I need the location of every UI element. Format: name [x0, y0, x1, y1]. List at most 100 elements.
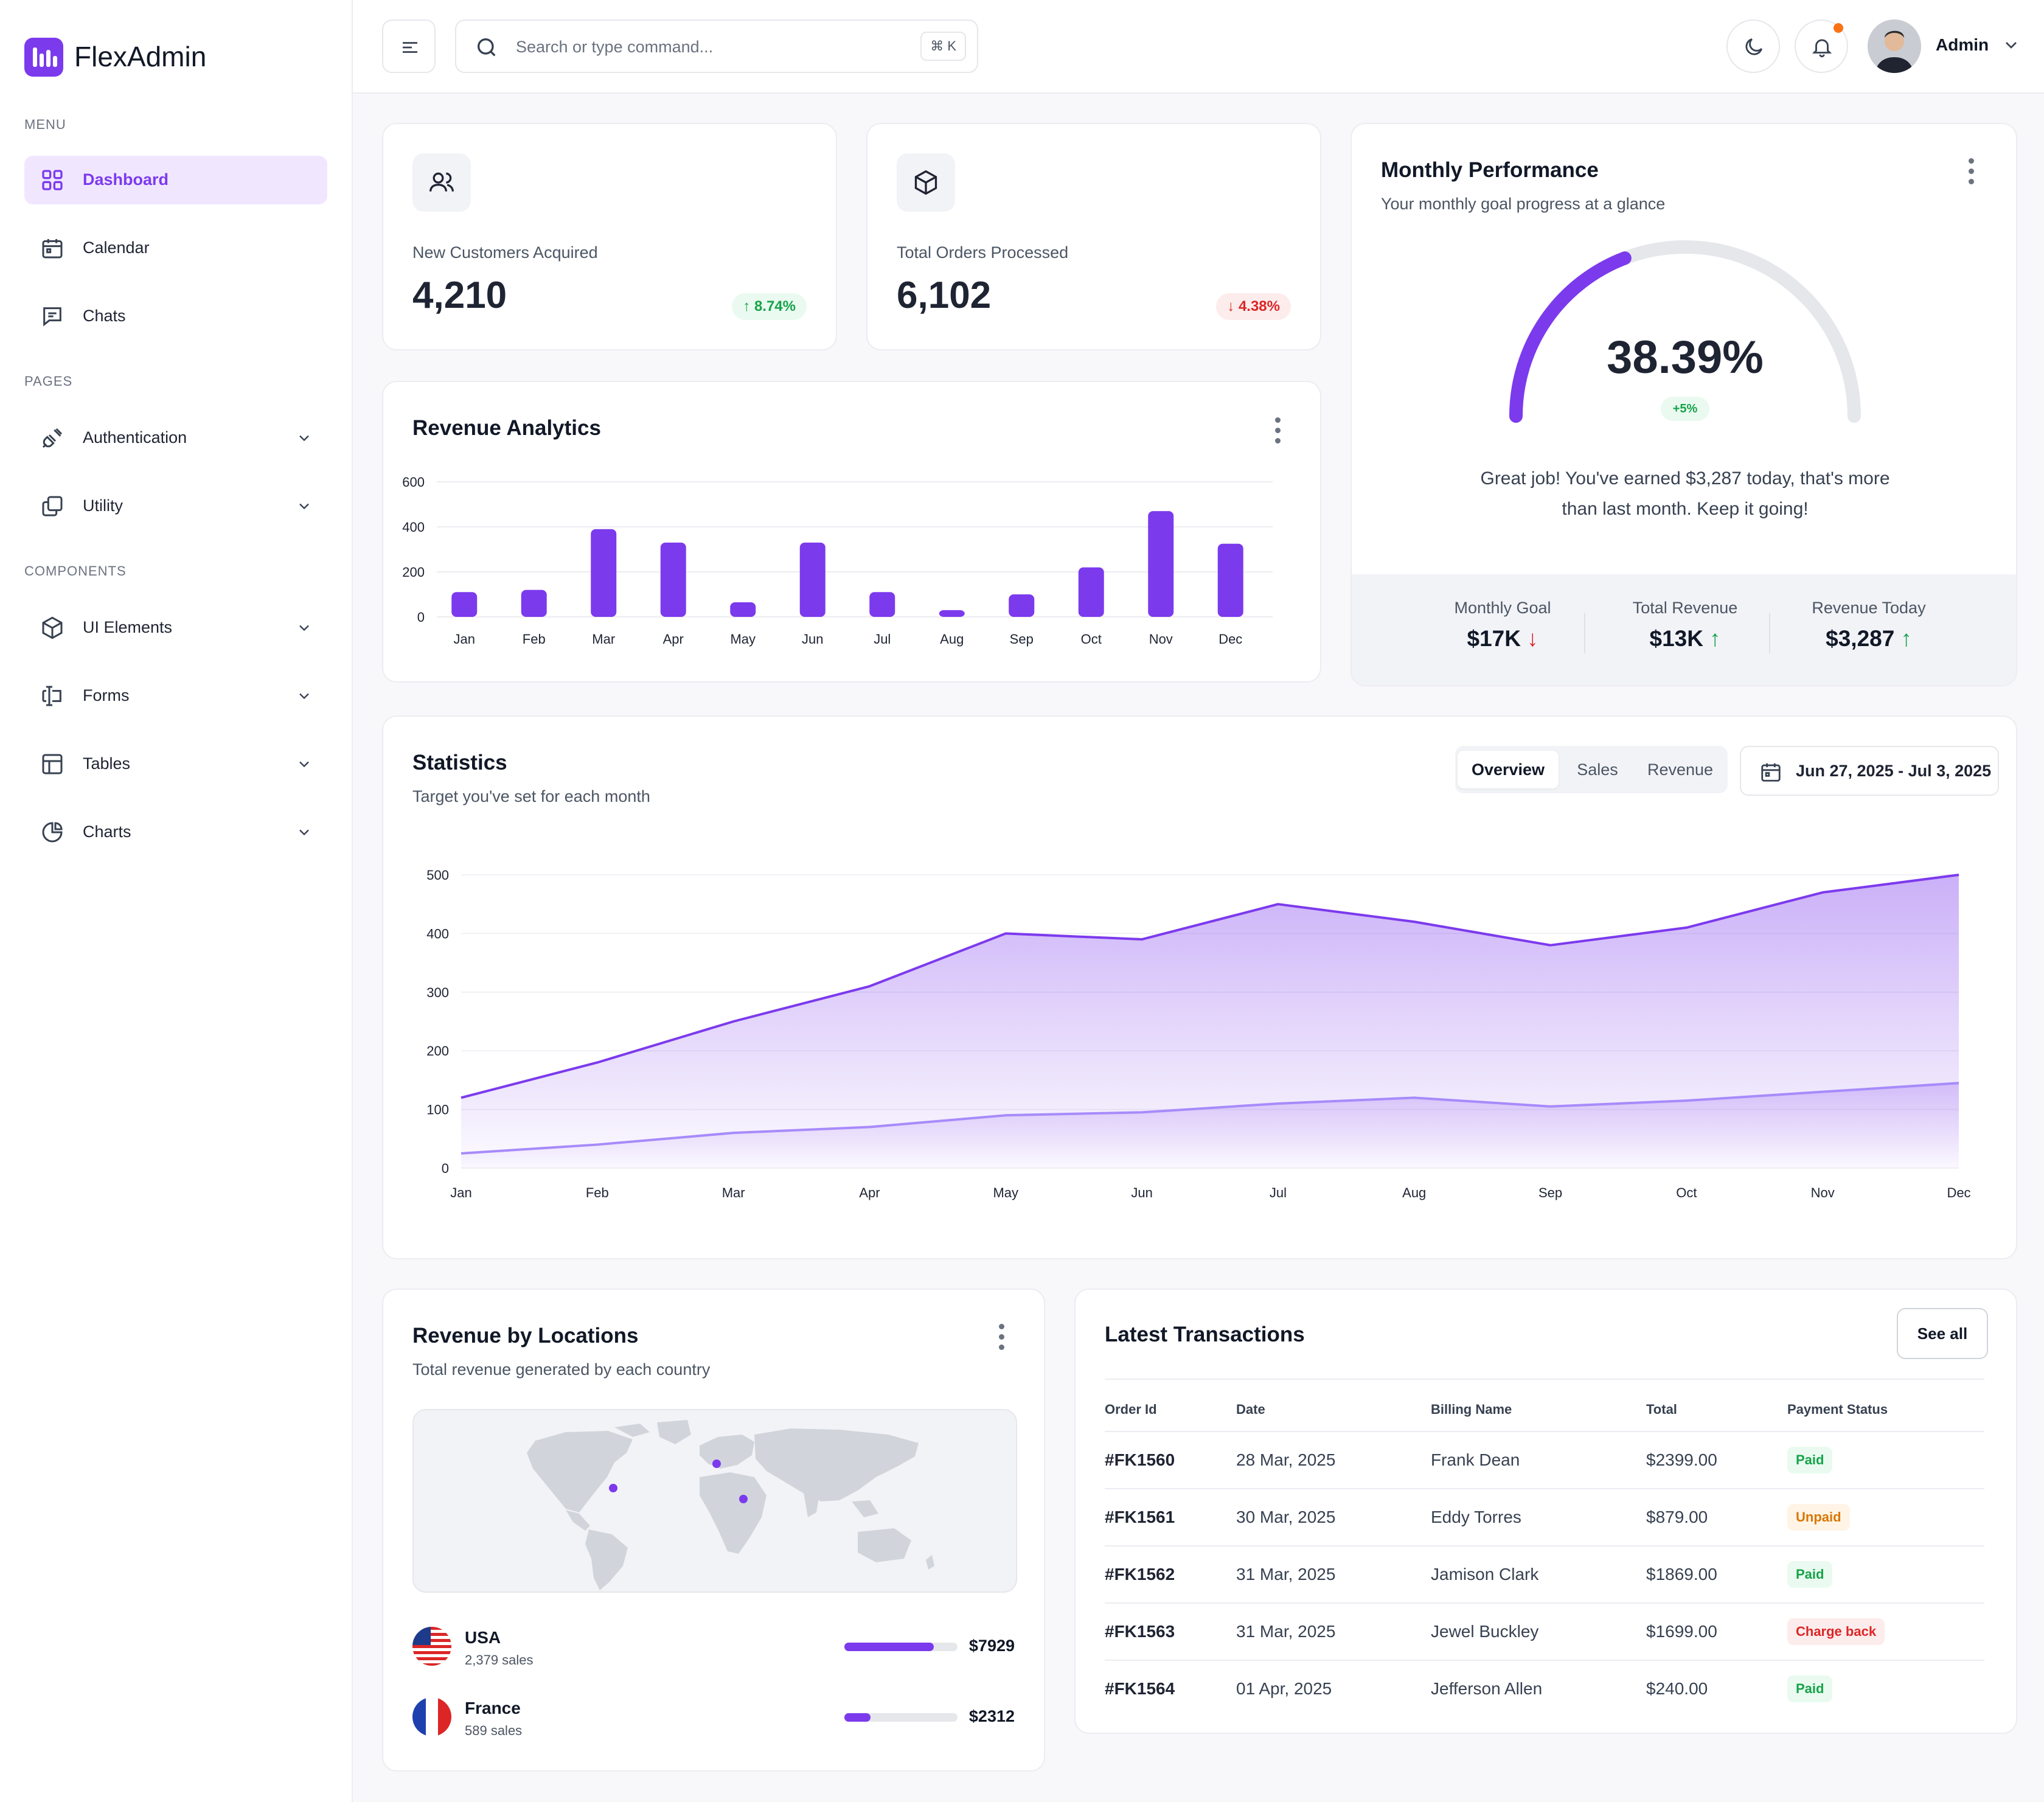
stat-revenue-today: Revenue Today $3,287 ↑	[1812, 599, 1926, 651]
plug-icon	[42, 428, 63, 448]
kpi-card-orders: Total Orders Processed 6,102 ↓ 4.38%	[866, 123, 1321, 350]
y-tick-label: 400	[426, 926, 449, 941]
x-tick-label: Jan	[454, 631, 475, 647]
x-tick-label: Feb	[586, 1185, 609, 1200]
kpi-change-badge: ↓ 4.38%	[1216, 293, 1291, 320]
stat-total-revenue: Total Revenue $13K ↑	[1632, 599, 1738, 651]
app-name: FlexAdmin	[74, 41, 207, 72]
sidebar-item-ui-elements[interactable]: UI Elements	[24, 604, 327, 652]
gauge-delta-badge: +5%	[1661, 397, 1709, 421]
card-subtitle: Your monthly goal progress at a glance	[1381, 195, 1666, 213]
sidebar-item-dashboard[interactable]: Dashboard	[24, 156, 327, 204]
chevron-down-icon[interactable]	[2001, 35, 2021, 55]
tab-overview[interactable]: Overview	[1458, 751, 1559, 788]
kpi-change-badge: ↑ 8.74%	[732, 293, 807, 320]
sidebar-item-chats[interactable]: Chats	[24, 292, 327, 341]
tab-sales[interactable]: Sales	[1577, 760, 1618, 779]
sidebar-toggle-button[interactable]	[382, 19, 436, 73]
more-options-icon[interactable]	[1274, 417, 1281, 449]
x-tick-label: Apr	[859, 1185, 880, 1200]
total-cell: $240.00	[1646, 1679, 1708, 1698]
y-tick-label: 200	[426, 1043, 449, 1059]
y-tick-label: 200	[402, 565, 425, 580]
x-tick-label: Mar	[722, 1185, 745, 1200]
chevron-down-icon	[299, 761, 309, 768]
map-marker	[712, 1459, 721, 1468]
sidebar-item-forms[interactable]: Forms	[24, 672, 327, 720]
moon-icon	[1745, 38, 1763, 55]
location-sales: 2,379 sales	[465, 1652, 534, 1668]
calendar-icon	[42, 239, 63, 259]
bar	[1217, 543, 1243, 617]
series-area	[461, 1083, 1959, 1168]
sidebar-item-label: Dashboard	[83, 170, 169, 189]
sidebar-item-charts[interactable]: Charts	[24, 808, 327, 857]
search-input[interactable]: Search or type command... ⌘ K	[455, 19, 978, 73]
table-row[interactable]: #FK1564 01 Apr, 2025 Jefferson Allen $240.0…	[1105, 1660, 1984, 1717]
usa-flag-icon	[412, 1627, 451, 1666]
chevron-down-icon	[299, 829, 309, 836]
total-cell: $879.00	[1646, 1508, 1708, 1526]
more-options-icon[interactable]	[1967, 158, 1975, 190]
status-badge: Unpaid	[1787, 1504, 1850, 1531]
table-row[interactable]: #FK1562 31 Mar, 2025 Jamison Clark $1869.00…	[1105, 1545, 1984, 1602]
sidebar-item-calendar[interactable]: Calendar	[24, 224, 327, 273]
x-tick-label: Jun	[1131, 1185, 1152, 1200]
x-tick-label: Dec	[1218, 631, 1242, 647]
sidebar-item-label: Forms	[83, 686, 130, 704]
table-row[interactable]: #FK1560 28 Mar, 2025 Frank Dean $2399.00 Pai…	[1105, 1431, 1984, 1488]
table-row[interactable]: #FK1563 31 Mar, 2025 Jewel Buckley $1699.00…	[1105, 1602, 1984, 1660]
avatar[interactable]	[1868, 19, 1921, 73]
column-header-date: Date	[1236, 1402, 1265, 1417]
order-id-cell: #FK1563	[1105, 1622, 1175, 1641]
column-header-order-id: Order Id	[1105, 1402, 1157, 1417]
revenue-analytics-card: Revenue Analytics 0 200 400 600 Jan Feb Mar Apr…	[382, 381, 1321, 683]
bar	[451, 592, 478, 617]
bar	[591, 529, 617, 617]
more-options-icon[interactable]	[998, 1324, 1005, 1355]
y-tick-label: 0	[417, 610, 425, 625]
x-tick-label: May	[993, 1185, 1018, 1200]
kpi-label: Total Orders Processed	[897, 243, 1069, 262]
location-country: France	[465, 1699, 521, 1717]
statistics-card: Statistics Target you've set for each mo…	[382, 715, 2017, 1259]
date-range-picker[interactable]: Jun 27, 2025 - Jul 3, 2025	[1740, 746, 1999, 796]
sidebar-item-tables[interactable]: Tables	[24, 740, 327, 788]
status-badge: Paid	[1787, 1675, 1833, 1702]
sidebar-section-components: COMPONENTS	[24, 563, 127, 579]
kpi-value: 6,102	[897, 274, 992, 316]
search-placeholder: Search or type command...	[516, 38, 714, 56]
performance-stats: Monthly Goal $17K ↓ Total Revenue $13K ↑ R…	[1352, 574, 2016, 685]
location-progress-fill	[844, 1713, 871, 1722]
billing-name-cell: Eddy Torres	[1431, 1508, 1521, 1526]
billing-name-cell: Jamison Clark	[1431, 1565, 1539, 1584]
tab-revenue[interactable]: Revenue	[1647, 760, 1714, 779]
chevron-down-icon	[299, 625, 309, 631]
monthly-performance-card: Monthly Performance Your monthly goal pr…	[1350, 123, 2017, 686]
sidebar-item-label: Chats	[83, 307, 126, 325]
bar	[730, 602, 756, 617]
x-tick-label: Jul	[1270, 1185, 1287, 1200]
bar	[1009, 594, 1035, 617]
location-value: $2312	[968, 1707, 1015, 1725]
kpi-label: New Customers Acquired	[412, 243, 598, 262]
notifications-button[interactable]	[1795, 19, 1848, 73]
bar	[1078, 567, 1104, 617]
user-name[interactable]: Admin	[1936, 35, 1989, 54]
see-all-button[interactable]: See all	[1897, 1308, 1988, 1359]
order-id-cell: #FK1562	[1105, 1565, 1175, 1584]
series-line	[461, 1082, 1959, 1155]
sidebar-item-utility[interactable]: Utility	[24, 482, 327, 531]
x-tick-label: Sep	[1010, 631, 1034, 647]
box-icon	[914, 170, 937, 195]
theme-toggle-button[interactable]	[1726, 19, 1780, 73]
sidebar-item-authentication[interactable]: Authentication	[24, 414, 327, 462]
table-row[interactable]: #FK1561 30 Mar, 2025 Eddy Torres $879.00 Unp…	[1105, 1488, 1984, 1545]
gauge-percent: 38.39%	[1607, 332, 1764, 383]
card-subtitle: Total revenue generated by each country	[412, 1360, 711, 1379]
x-tick-label: Jan	[450, 1185, 471, 1200]
total-cell: $1699.00	[1646, 1622, 1717, 1641]
location-country: USA	[465, 1628, 501, 1647]
x-tick-label: Feb	[523, 631, 546, 647]
chevron-down-icon	[299, 503, 309, 510]
